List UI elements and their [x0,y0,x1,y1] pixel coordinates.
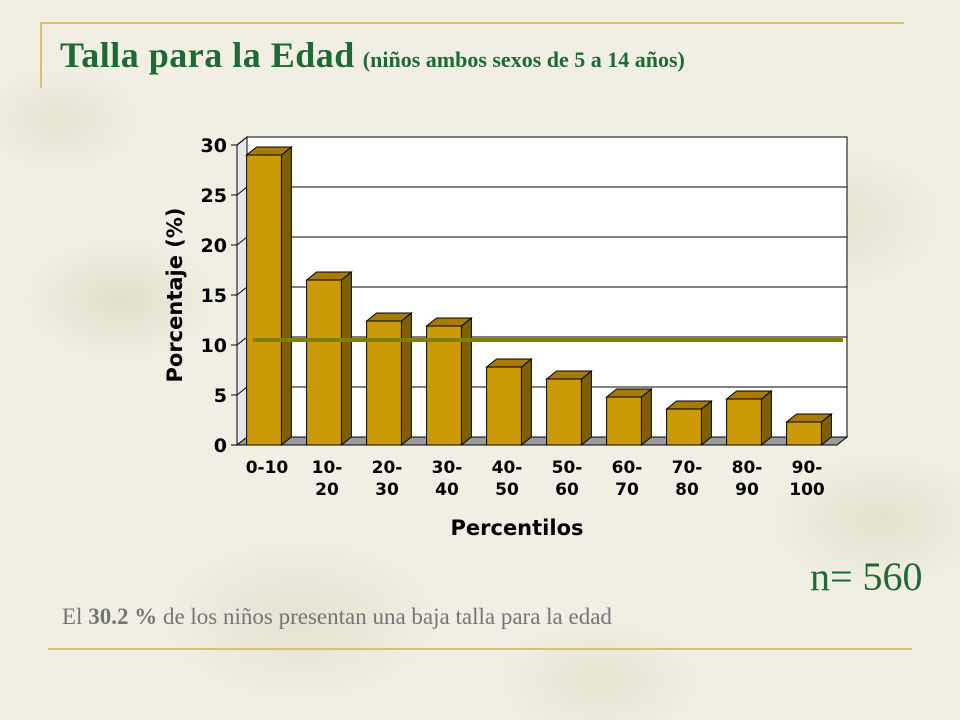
sample-size-label: n= 560 [810,554,923,599]
gridline-side [236,136,248,146]
bar [785,412,833,447]
y-tick-label: 30 [201,135,227,157]
bar-side [340,270,352,447]
x-tick-label: 80- [732,458,763,478]
x-tick-label: 30- [432,458,463,478]
bar [605,387,653,447]
y-tick-label: 15 [201,285,227,307]
gridline-side [236,336,248,346]
caption-suffix: de los niños presentan una baja talla pa… [162,604,612,629]
x-tick-label: 90 [735,480,759,500]
x-tick-label: 100 [789,480,825,500]
gridline-side [236,236,248,246]
bar [545,369,593,447]
title-subtitle: (niños ambos sexos de 5 a 14 años) [362,47,685,72]
caption-prefix: El [62,604,83,629]
x-tick-label: 40- [492,458,523,478]
y-tick-label: 5 [214,385,227,407]
y-tick-label: 25 [201,185,227,207]
bar-front [606,396,642,446]
bar [245,145,293,447]
bar-side [460,316,472,447]
gridline-side [236,286,248,296]
caption: El 30.2 % de los niños presentan una baj… [62,604,612,630]
bar-front [246,154,282,446]
bar-side [760,389,772,447]
x-tick-label: 80 [675,480,699,500]
x-tick-label: 70 [615,480,639,500]
bar-front [306,279,342,446]
bar [725,389,773,447]
title-main: Talla para la Edad [60,35,355,75]
caption-value: 30.2 % [88,604,158,629]
y-tick-label: 10 [201,335,227,357]
bar-side [640,387,652,447]
gridline-side [236,186,248,196]
bar-front [726,398,762,446]
bar-side [280,145,292,447]
bar [305,270,353,447]
bar-front [546,378,582,446]
bar-front [666,408,702,446]
x-tick-label: 0-10 [246,458,289,478]
bar-front [786,421,822,446]
y-tick-label: 20 [201,235,227,257]
bar-front [426,325,462,446]
x-tick-label: 40 [435,480,459,500]
x-tick-label: 30 [375,480,399,500]
bar-side [400,311,412,447]
x-tick-label: 20 [315,480,339,500]
gridline-side [236,386,248,396]
bar [425,316,473,447]
bar [485,357,533,447]
top-rule [40,22,904,24]
x-tick-label: 50- [552,458,583,478]
bar-side [580,369,592,447]
x-tick-label: 50 [495,480,519,500]
bar-front [486,366,522,446]
bottom-rule [48,648,912,650]
y-axis-title: Porcentaje (%) [163,207,187,382]
x-tick-label: 60- [612,458,643,478]
left-rule [40,22,42,88]
x-tick-label: 70- [672,458,703,478]
y-tick-label: 0 [214,435,227,457]
bar [665,399,713,447]
slide-title: Talla para la Edad (niños ambos sexos de… [60,34,685,76]
bar-side [520,357,532,447]
x-tick-label: 90- [792,458,823,478]
x-axis-title: Percentilos [451,516,584,540]
x-tick-label: 20- [372,458,403,478]
x-tick-label: 60 [555,480,579,500]
x-tick-label: 10- [312,458,343,478]
bar [365,311,413,447]
